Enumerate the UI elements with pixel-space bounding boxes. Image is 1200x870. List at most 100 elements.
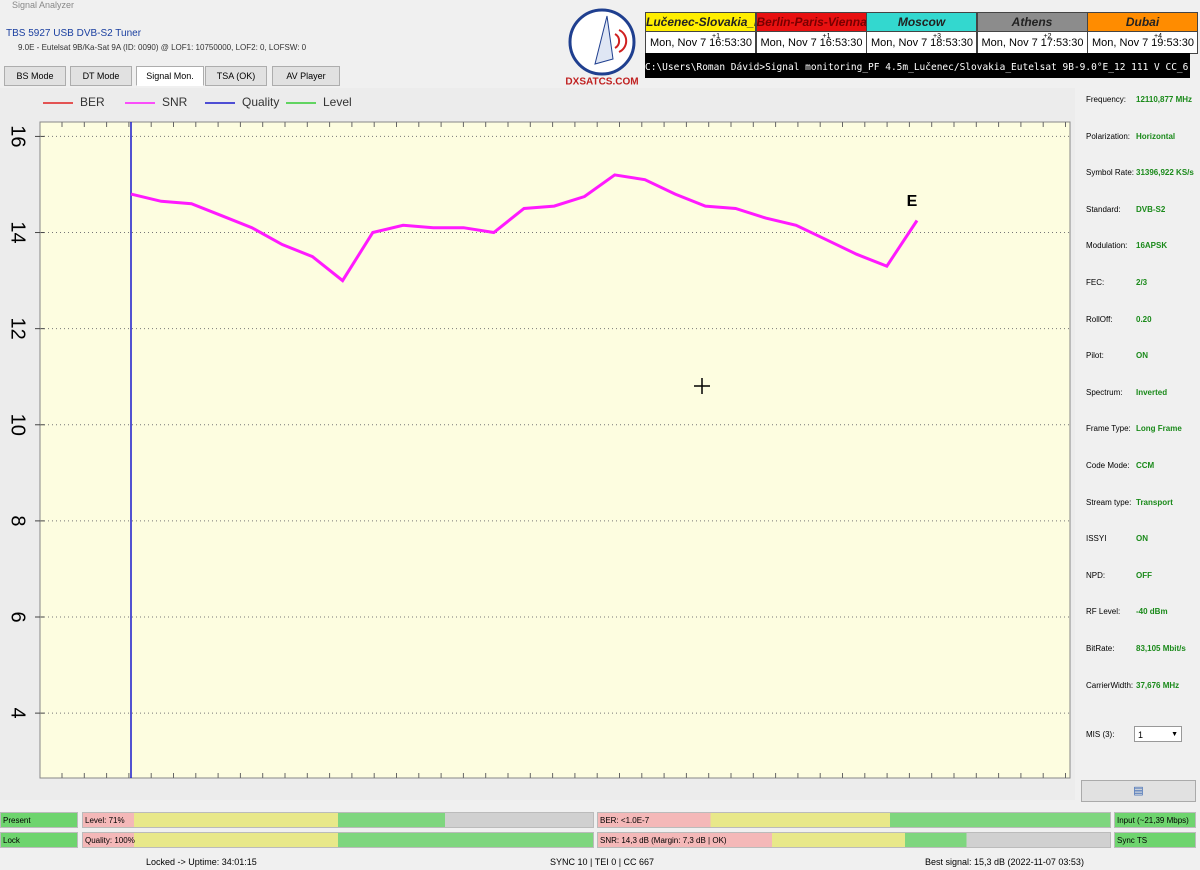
param-label: Frame Type: <box>1086 424 1131 434</box>
y-tick-label: 14 <box>7 221 29 243</box>
param-value: ON <box>1136 351 1148 361</box>
clock-city: Moscow <box>867 13 976 32</box>
legend-label: Quality <box>242 95 279 109</box>
clock-date: Mon, Nov 7 <box>1092 37 1149 49</box>
clock-date: Mon, Nov 7 <box>650 37 707 49</box>
logo-text: DXSATCS.COM <box>565 77 638 88</box>
panel-button[interactable]: ▤ <box>1081 780 1196 802</box>
status-cell: Input (~21,39 Mbps) <box>1114 812 1196 828</box>
clock-offset: +3 <box>933 33 941 40</box>
clock: Lučenec-Slovakia_R.Dávid Mon, Nov 7 +116:5… <box>645 12 756 54</box>
y-tick-label: 4 <box>7 708 29 719</box>
clock-offset: +2 <box>1043 33 1052 40</box>
param-label: ISSYI <box>1086 534 1107 544</box>
param-label: RollOff: <box>1086 314 1113 324</box>
clock: Berlin-Paris-Vienna-Belgrade Mon, Nov 7 +1… <box>755 12 867 54</box>
footer-text: SYNC 10 | TEI 0 | CC 667 <box>550 857 655 867</box>
mis-label: MIS (3): <box>1086 730 1115 739</box>
param-value: -40 dBm <box>1136 607 1168 617</box>
logo: DXSATCS.COM <box>565 8 639 88</box>
device-name: TBS 5927 USB DVB-S2 Tuner <box>6 28 142 39</box>
clock-city: Berlin-Paris-Vienna-Belgrade <box>756 13 866 32</box>
param-value: 31396,922 KS/s <box>1136 168 1194 178</box>
param-value: CCM <box>1136 461 1155 470</box>
mis-select[interactable]: 1 ▼ <box>1134 726 1182 742</box>
param-label: Polarization: <box>1086 131 1131 141</box>
clock-date: Mon, Nov 7 <box>981 37 1038 49</box>
footer-text: Locked -> Uptime: 34:01:15 <box>146 857 257 867</box>
param-label: NPD: <box>1086 570 1106 580</box>
param-label: Frequency: <box>1086 95 1127 104</box>
status-cell: Lock <box>0 832 78 848</box>
plot-area <box>39 121 1071 779</box>
param-label: Pilot: <box>1086 351 1104 361</box>
param-value: 0.20 <box>1136 314 1152 324</box>
legend-label: BER <box>80 95 105 109</box>
clock-offset: +4 <box>1154 33 1162 40</box>
param-label: BitRate: <box>1086 644 1115 653</box>
param-label: Code Mode: <box>1086 461 1130 470</box>
snr-line <box>130 173 919 283</box>
chart: 4 6 8 10 12 14 16 BER SNR Quality Level E <box>7 95 1071 779</box>
clock: Athens Mon, Nov 7 +2 17:53:30 <box>976 12 1088 54</box>
y-tick-label: 12 <box>7 318 29 340</box>
tab[interactable]: DT Mode <box>70 66 132 86</box>
param-value: DVB-S2 <box>1136 204 1166 214</box>
annotation: E <box>907 193 918 210</box>
param-value: 83,105 Mbit/s <box>1136 644 1186 653</box>
device-details: 9.0E - Eutelsat 9B/Ka-Sat 9A (ID: 0090) … <box>18 43 307 52</box>
clock-time: 16:53:30 <box>819 37 863 49</box>
y-tick-label: 8 <box>7 515 29 526</box>
clock-offset: +1 <box>712 33 720 40</box>
clock-time: 19:53:30 <box>1151 37 1194 49</box>
cursor <box>694 378 710 394</box>
param-label: Standard: <box>1086 204 1121 214</box>
param-label: Stream type: <box>1086 497 1132 507</box>
tab[interactable]: AV Player <box>272 66 340 86</box>
param-value: 12110,877 MHz <box>1136 95 1193 104</box>
param-label: Modulation: <box>1086 241 1128 251</box>
status-cell: Level: 71% <box>82 812 594 828</box>
clock: Dubai Mon, Nov 7 +4 19:53:30 <box>1087 12 1198 54</box>
tab[interactable]: BS Mode <box>4 66 66 86</box>
clock-city: Athens <box>977 13 1087 32</box>
window-title: Signal Analyzer <box>12 0 75 10</box>
tab[interactable]: TSA (OK) <box>205 66 267 86</box>
param-value: OFF <box>1136 570 1152 580</box>
clock: Moscow Mon, Nov 7 +3 18:53:30 <box>866 12 977 54</box>
clock-city: Dubai <box>1088 13 1197 32</box>
param-label: CarrierWidth: <box>1086 680 1134 690</box>
param-value: Transport <box>1136 497 1173 507</box>
param-label: FEC: <box>1086 278 1105 287</box>
status-cell: SNR: 14,3 dB (Margin: 7,3 dB | OK) <box>597 832 1111 848</box>
footer-text: Best signal: 15,3 dB (2022-11-07 03:53) <box>925 857 1084 867</box>
param-value: 37,676 MHz <box>1136 680 1180 690</box>
clock-city: Lučenec-Slovakia_R.Dávid <box>646 13 755 32</box>
param-value: ON <box>1136 534 1148 544</box>
status-cell: BER: <1.0E-7 <box>597 812 1111 828</box>
param-value: 16APSK <box>1136 241 1168 251</box>
mis-value: 1 <box>1138 730 1144 740</box>
clock-time: 18:53:30 <box>930 37 973 49</box>
command-line: C:\Users\Roman Dávid>Signal monitoring_P… <box>645 53 1190 78</box>
param-label: RF Level: <box>1086 607 1121 617</box>
param-label: Spectrum: <box>1086 387 1123 397</box>
legend-label: SNR <box>162 95 188 109</box>
clock-time: 17:53:30 <box>1040 37 1084 49</box>
param-value: Horizontal <box>1136 131 1176 141</box>
param-value: 2/3 <box>1136 278 1148 287</box>
status-cell: Sync TS <box>1114 832 1196 848</box>
status-cell: Present <box>0 812 78 828</box>
y-tick-label: 10 <box>7 414 29 436</box>
param-value: Long Frame <box>1136 424 1182 434</box>
tab[interactable]: Signal Mon. <box>136 66 204 86</box>
clock-time: 16:53:30 <box>709 37 752 49</box>
clock-offset: +1 <box>822 33 831 40</box>
param-value: Inverted <box>1136 387 1168 397</box>
status-cell: Quality: 100% <box>82 832 594 848</box>
param-label: Symbol Rate: <box>1086 168 1135 178</box>
clock-date: Mon, Nov 7 <box>871 37 928 49</box>
y-tick-label: 16 <box>7 125 29 147</box>
legend-label: Level <box>323 95 352 109</box>
